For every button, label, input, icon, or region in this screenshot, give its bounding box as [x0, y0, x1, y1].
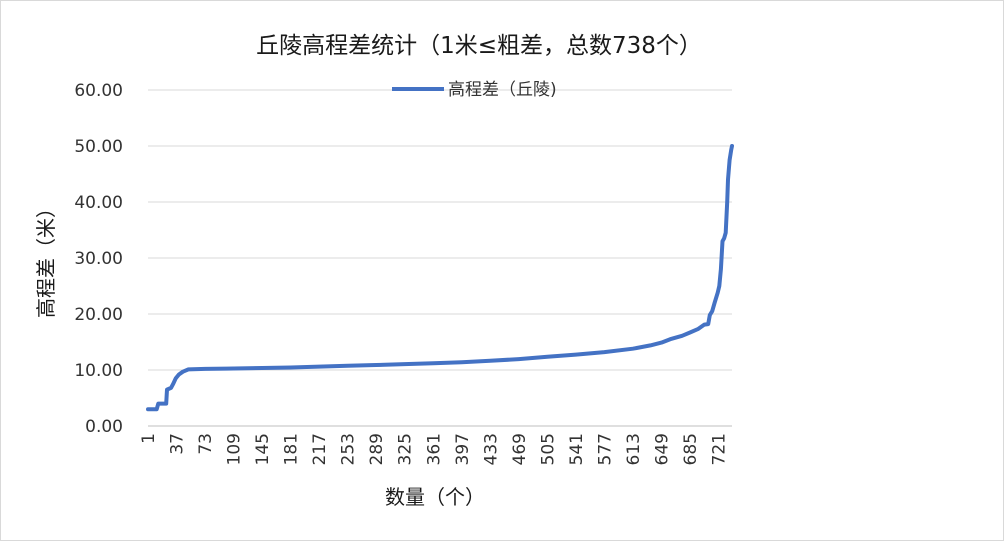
x-tick-label: 685: [681, 433, 701, 465]
legend: 高程差（丘陵): [392, 80, 557, 100]
y-tick-label: 40.00: [74, 193, 123, 213]
y-tick-label: 20.00: [74, 305, 123, 325]
x-tick-label: 253: [339, 433, 359, 465]
x-tick-label: 145: [253, 433, 273, 465]
x-tick-label: 181: [282, 433, 302, 465]
x-tick-label: 361: [424, 433, 444, 465]
x-tick-label: 721: [710, 433, 730, 465]
series-layer: [146, 144, 734, 412]
gridlines: [148, 89, 732, 427]
y-tick-label: 30.00: [74, 249, 123, 269]
y-tick-label: 0.00: [85, 417, 123, 437]
x-tick-label: 649: [652, 433, 672, 465]
chart-title: 丘陵高程差统计（1米≤粗差，总数738个）: [256, 33, 702, 59]
x-tick-label: 1: [139, 433, 159, 444]
x-axis-title: 数量（个）: [385, 485, 485, 509]
x-axis: 1 37 73 109 145 181 217 253 289 325 361 397 433 469 50…: [139, 425, 732, 465]
x-tick-label: 217: [310, 433, 330, 465]
x-tick-label: 505: [538, 433, 558, 465]
x-tick-label: 325: [396, 433, 416, 465]
x-tick-label: 433: [481, 433, 501, 465]
x-tick-label: 541: [567, 433, 587, 465]
x-tick-label: 37: [168, 433, 188, 455]
x-tick-label: 613: [624, 433, 644, 465]
x-tick-label: 469: [510, 433, 530, 465]
y-axis-title: 高程差（米）: [34, 198, 58, 318]
x-tick-label: 73: [196, 433, 216, 455]
legend-label: 高程差（丘陵): [448, 80, 557, 100]
series-line: [146, 144, 734, 412]
y-tick-label: 60.00: [74, 81, 123, 101]
x-tick-label: 397: [453, 433, 473, 465]
y-tick-label: 10.00: [74, 361, 123, 381]
x-tick-label: 577: [595, 433, 615, 465]
y-axis: 0.00 10.00 20.00 30.00 40.00 50.00 60.00: [74, 81, 123, 437]
y-tick-label: 50.00: [74, 137, 123, 157]
x-tick-label: 109: [225, 433, 245, 465]
x-tick-label: 289: [367, 433, 387, 465]
